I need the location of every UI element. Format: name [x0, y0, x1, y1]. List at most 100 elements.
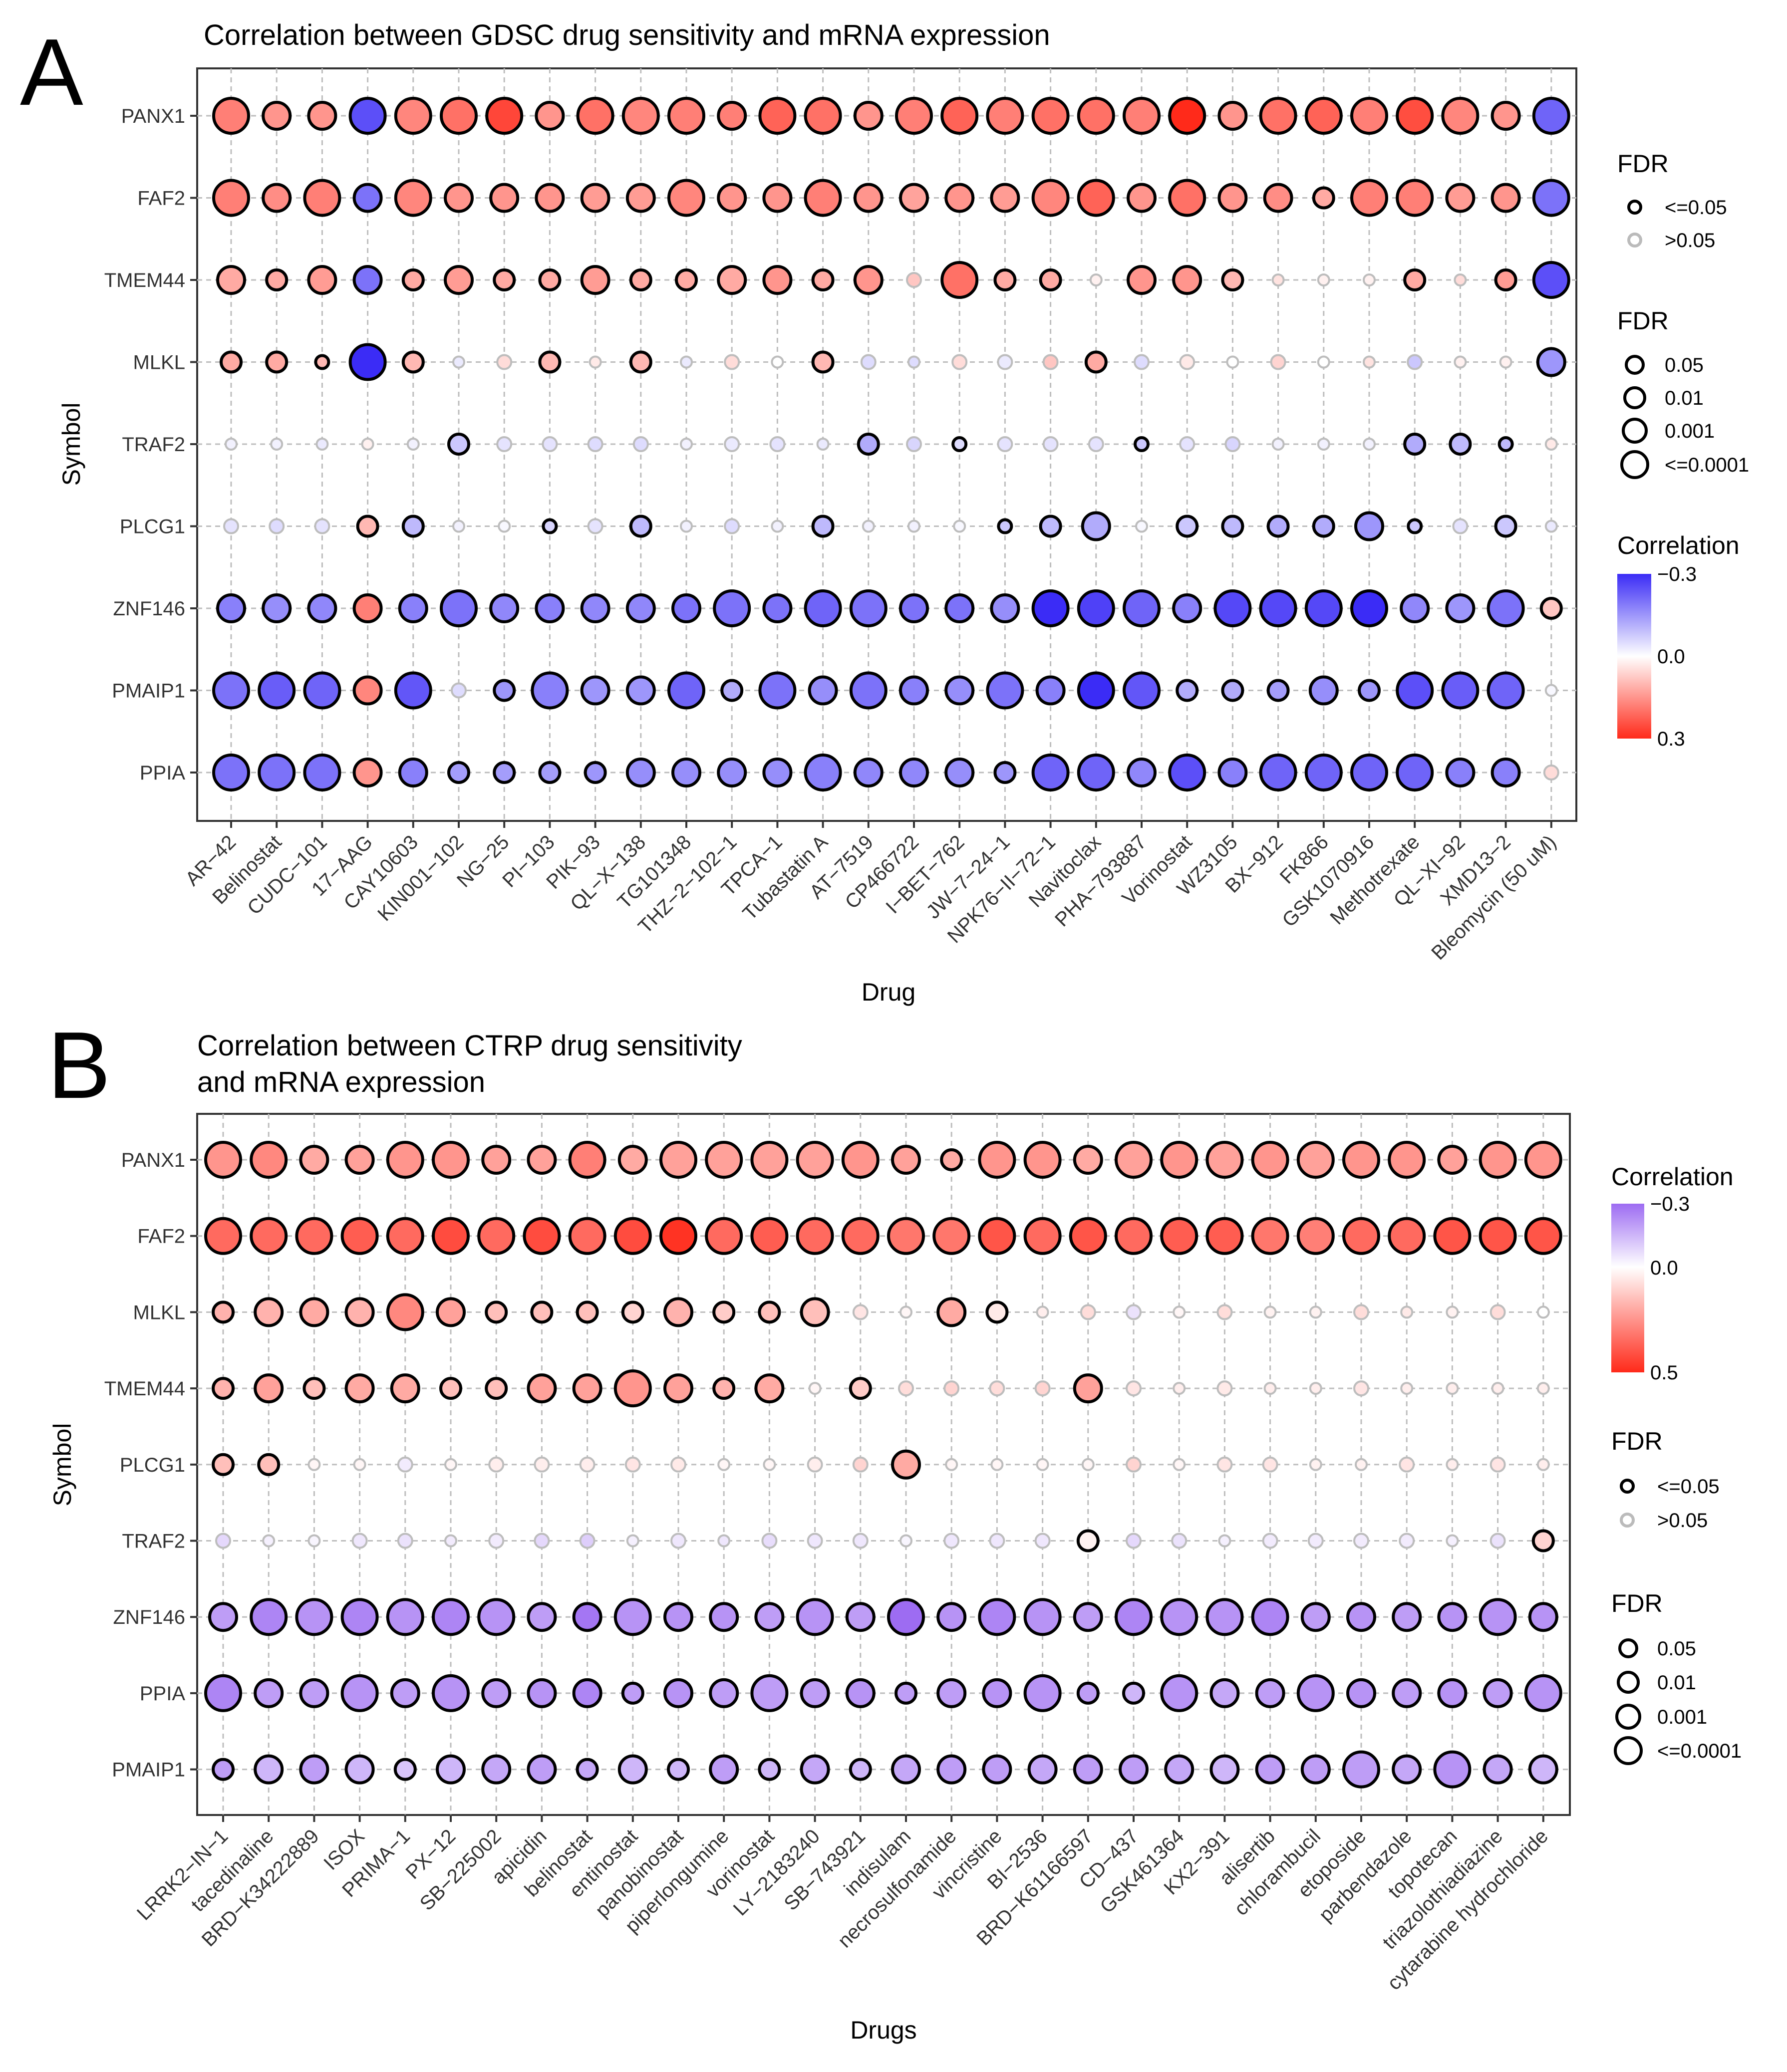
legend-size-key [1617, 1671, 1640, 1694]
data-point [254, 1297, 284, 1327]
data-point [204, 1674, 242, 1712]
data-point [1487, 671, 1525, 710]
data-point [344, 1297, 375, 1327]
data-point [1255, 1678, 1285, 1708]
data-point [1217, 101, 1248, 131]
data-point [944, 593, 975, 623]
data-point [1179, 354, 1195, 370]
y-tick-label: TRAF2 [122, 1531, 185, 1553]
panel-b-y-axis-title: Symbol [48, 1423, 76, 1507]
panel-a-legend-sig: FDR <=0.05 >0.05 [1617, 150, 1727, 252]
data-point [1069, 1217, 1107, 1255]
data-point [1317, 273, 1330, 286]
data-point [1226, 355, 1239, 369]
data-point [452, 519, 465, 533]
data-point [1524, 1217, 1562, 1255]
data-point [625, 758, 656, 787]
data-point [488, 1533, 505, 1549]
data-point [1452, 518, 1469, 534]
data-point [1296, 1674, 1335, 1712]
data-point [584, 761, 607, 784]
data-point [530, 1300, 554, 1324]
data-point [1031, 179, 1070, 217]
data-point [580, 183, 610, 213]
legend-label: >0.05 [1665, 230, 1715, 252]
data-point [1479, 1141, 1517, 1179]
panel-b-plot: PANX1 FAF2 MLKL TMEM44 PLCG1 TRAF2 ZNF146 PPIA P… [104, 1113, 1571, 1995]
colorbar [1611, 1204, 1644, 1372]
data-point [568, 1217, 606, 1255]
data-point [1312, 186, 1335, 210]
data-point [1342, 1141, 1380, 1179]
data-point [1304, 589, 1343, 627]
data-point [1304, 754, 1343, 791]
data-point [1342, 1217, 1380, 1255]
data-point [225, 438, 238, 451]
data-point [1173, 1382, 1186, 1395]
data-point [709, 1602, 739, 1632]
data-point [1179, 436, 1195, 452]
data-point [845, 1602, 876, 1632]
data-point [761, 1533, 778, 1549]
data-point [932, 1217, 971, 1255]
legend-label: >0.05 [1657, 1510, 1708, 1532]
data-point [1160, 1674, 1198, 1712]
data-point [1076, 1681, 1100, 1705]
panel-b-legend-sig: FDR <=0.05 >0.05 [1611, 1427, 1720, 1532]
data-point [1160, 1141, 1198, 1179]
data-point [1353, 1380, 1369, 1397]
data-point [481, 1145, 512, 1175]
data-point [617, 1754, 648, 1785]
legend-label: <=0.0001 [1665, 454, 1749, 476]
data-point [982, 1754, 1012, 1785]
data-point [849, 1377, 872, 1400]
data-point [589, 355, 602, 369]
data-point [852, 1304, 869, 1320]
data-point [406, 438, 420, 451]
data-point [527, 1373, 557, 1404]
data-point [680, 355, 693, 369]
data-point [314, 354, 330, 370]
legend-sig-key [1627, 200, 1642, 215]
data-point [348, 343, 387, 381]
data-point [1494, 515, 1517, 538]
data-point [1454, 273, 1467, 286]
data-point [936, 1602, 967, 1632]
legend-label: <=0.0001 [1657, 1740, 1742, 1762]
data-point [1497, 436, 1514, 452]
data-point [936, 1297, 967, 1327]
data-point [386, 1598, 424, 1636]
data-point [1392, 1678, 1422, 1708]
data-point [680, 519, 693, 533]
panel-b-legend-size: FDR 0.05 0.01 0.001 <=0.0001 [1611, 1589, 1742, 1765]
data-point [1312, 515, 1335, 538]
data-point [1499, 355, 1512, 369]
data-point [1446, 1534, 1459, 1548]
data-point [758, 1300, 781, 1324]
data-point [796, 1141, 834, 1179]
data-point [1454, 355, 1467, 369]
data-point [1076, 1529, 1100, 1553]
data-point [659, 1217, 697, 1255]
data-point [1532, 179, 1570, 217]
data-point [1544, 438, 1558, 451]
data-point [587, 518, 603, 534]
data-point [1441, 97, 1480, 135]
data-point [299, 1678, 329, 1708]
data-point [1216, 1456, 1233, 1473]
data-point [841, 1217, 880, 1255]
colorbar-label: −0.3 [1650, 1193, 1690, 1215]
data-point [1073, 1602, 1103, 1632]
data-point [481, 1678, 512, 1708]
data-point [613, 1369, 652, 1408]
data-point [1173, 1458, 1186, 1471]
y-tick-label: PMAIP1 [112, 680, 185, 702]
data-point [447, 761, 470, 784]
y-tick-label: PPIA [140, 762, 185, 784]
data-point [485, 1300, 508, 1324]
data-point [534, 1456, 550, 1473]
data-point [1479, 1598, 1517, 1636]
data-point [401, 268, 425, 291]
data-point [625, 593, 656, 623]
data-point [1036, 1305, 1049, 1319]
